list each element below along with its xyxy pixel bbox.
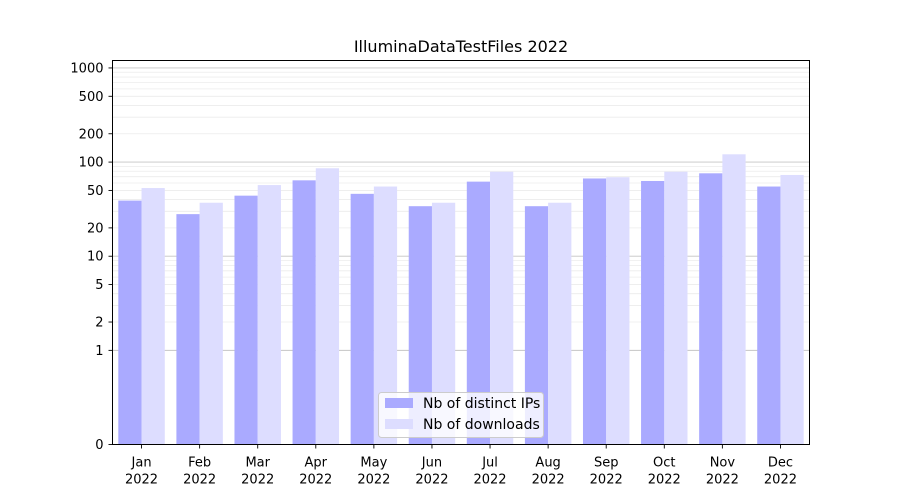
legend-label-distinct-ips: Nb of distinct IPs [423, 396, 540, 412]
x-tick-label-year: 2022 [299, 473, 332, 488]
legend-label-downloads: Nb of downloads [423, 417, 540, 433]
x-tick-label-year: 2022 [706, 473, 739, 488]
bar-downloads-jan [141, 188, 165, 445]
chart-title: IlluminaDataTestFiles 2022 [354, 37, 568, 56]
bar-distinct-ips-feb [176, 214, 200, 445]
grid-lines [112, 67, 810, 351]
x-tick-label-year: 2022 [648, 473, 681, 488]
bar-downloads-jun [431, 202, 456, 445]
y-tick-label: 1 [95, 344, 103, 359]
x-tick-label-year: 2022 [764, 473, 797, 488]
bar-distinct-ips-dec [757, 186, 781, 445]
x-tick-label-month: Mar [245, 456, 270, 471]
x-tick-label-month: Nov [710, 456, 736, 471]
x-tick-label-year: 2022 [532, 473, 565, 488]
bar-downloads-jul [490, 171, 514, 445]
bar-distinct-ips-aug [524, 206, 549, 445]
y-tick-label: 100 [79, 156, 104, 171]
legend: Nb of distinct IPs Nb of downloads [378, 392, 544, 438]
x-tick-label-month: Jul [481, 456, 498, 471]
y-tick-label: 200 [79, 127, 104, 142]
x-tick-label-year: 2022 [473, 473, 506, 488]
x-tick-label-month: Feb [188, 456, 211, 471]
x-tick-label-month: Aug [535, 456, 560, 471]
y-tick-label: 50 [87, 184, 104, 199]
bar-downloads-nov [722, 154, 746, 445]
x-tick-label-year: 2022 [357, 473, 390, 488]
legend-swatch-downloads [385, 419, 413, 429]
x-tick-label-year: 2022 [415, 473, 448, 488]
bars [118, 154, 804, 445]
bar-downloads-feb [199, 202, 223, 445]
plot-frame [112, 60, 810, 445]
x-tick-label-month: Sep [594, 456, 619, 471]
x-tick-label-year: 2022 [183, 473, 216, 488]
x-tick-label-month: Oct [653, 456, 675, 471]
bar-distinct-ips-oct [641, 180, 665, 445]
x-tick-label-year: 2022 [241, 473, 274, 488]
y-tick-label: 1000 [70, 61, 103, 76]
bar-downloads-may [373, 186, 398, 445]
x-axis: Jan 2022 Feb 2022 Mar 2022 Apr 2022 May 2022 Jun 20… [125, 444, 797, 488]
bar-distinct-ips-may [350, 193, 374, 445]
y-tick-label: 10 [87, 250, 104, 265]
bar-downloads-sep [606, 177, 630, 445]
bar-downloads-aug [548, 202, 572, 445]
bar-distinct-ips-jan [118, 200, 142, 445]
legend-swatch-distinct-ips [385, 398, 413, 408]
x-tick-label-month: Dec [768, 456, 793, 471]
y-tick-label: 0 [95, 438, 103, 453]
bar-distinct-ips-jul [466, 181, 491, 445]
x-tick-label-month: Jan [131, 456, 152, 471]
y-tick-label: 500 [79, 90, 104, 105]
y-axis: 0 1 2 5 10 20 50 100 200 500 1000 [70, 61, 113, 453]
bar-distinct-ips-jun [408, 206, 432, 445]
x-tick-label-month: May [360, 456, 387, 471]
y-tick-label: 5 [95, 278, 103, 293]
bar-distinct-ips-sep [582, 178, 607, 445]
legend-frame [378, 392, 544, 438]
x-tick-label-month: Jun [421, 456, 442, 471]
bar-downloads-dec [780, 174, 804, 445]
bar-downloads-mar [257, 185, 281, 445]
bar-distinct-ips-mar [234, 195, 258, 445]
x-tick-label-year: 2022 [125, 473, 158, 488]
y-tick-label: 20 [87, 221, 104, 236]
x-tick-label-year: 2022 [590, 473, 623, 488]
x-tick-label-month: Apr [305, 456, 328, 471]
bar-distinct-ips-nov [699, 173, 723, 445]
bar-distinct-ips-apr [292, 180, 316, 445]
bar-downloads-oct [664, 171, 688, 445]
bar-downloads-apr [315, 168, 340, 445]
y-tick-label: 2 [95, 316, 103, 331]
